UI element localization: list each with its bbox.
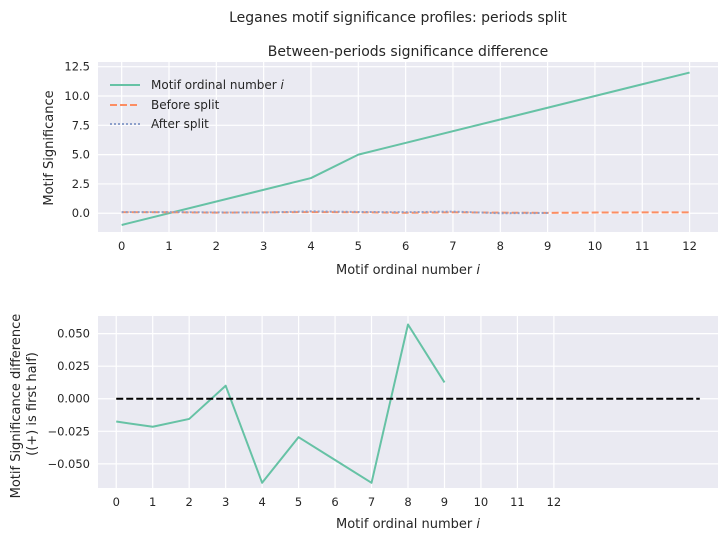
bottom-x-tick-10: 10 <box>474 495 489 509</box>
top-legend: Motif ordinal number i Before split Afte… <box>110 78 285 131</box>
legend-label-motif-ordinal: Motif ordinal number i <box>151 78 285 92</box>
top-x-tick-7: 7 <box>449 239 456 253</box>
legend-item-motif-ordinal: Motif ordinal number i <box>110 78 285 92</box>
top-series-line-0 <box>121 71 690 226</box>
top-y-tick-5: 12.5 <box>64 60 90 74</box>
top-y-tick-labels: 0.0 2.5 5.0 7.5 10.0 12.5 <box>64 60 90 221</box>
bottom-x-tick-8: 8 <box>404 495 411 509</box>
top-x-tick-1: 1 <box>165 239 172 253</box>
top-series <box>121 71 690 226</box>
top-y-axis-label: Motif Significance <box>42 90 57 205</box>
top-y-tick-3: 7.5 <box>72 118 90 132</box>
bottom-x-tick-3: 3 <box>222 495 229 509</box>
top-x-tick-3: 3 <box>260 239 267 253</box>
figure-suptitle: Leganes motif significance profiles: per… <box>229 10 567 26</box>
top-y-tick-2: 5.0 <box>72 148 90 162</box>
top-x-tick-6: 6 <box>402 239 409 253</box>
top-chart: 0 1 2 3 4 5 6 7 8 9 10 11 12 0.02.55.07.510.012.5 Be… <box>42 44 718 278</box>
bottom-series-line-0 <box>116 323 446 484</box>
top-x-tick-5: 5 <box>355 239 362 253</box>
bottom-y-tick-0: −0.050 <box>47 457 90 471</box>
bottom-y-tick-labels: −0.050 −0.025 0.000 0.025 0.050 <box>47 327 90 471</box>
bottom-x-axis-label: Motif ordinal number i <box>336 517 480 532</box>
top-x-tick-4: 4 <box>307 239 314 253</box>
top-x-tick-0: 0 <box>118 239 125 253</box>
bottom-series <box>116 323 700 484</box>
legend-label-before-split: Before split <box>151 98 220 112</box>
bottom-x-tick-labels: 0 1 2 3 4 5 6 7 8 9 10 11 12 <box>113 495 562 509</box>
legend-item-after-split: After split <box>110 117 209 131</box>
bottom-y-tick-4: 0.050 <box>57 327 90 341</box>
bottom-x-tick-0: 0 <box>113 495 120 509</box>
top-x-tick-2: 2 <box>213 239 220 253</box>
bottom-x-tick-1: 1 <box>149 495 156 509</box>
top-x-axis-label: Motif ordinal number i <box>336 263 480 278</box>
bottom-y-tick-2: 0.000 <box>57 392 90 406</box>
top-chart-title: Between-periods significance difference <box>268 44 549 60</box>
legend-label-after-split: After split <box>151 117 209 131</box>
bottom-x-tick-12: 12 <box>547 495 562 509</box>
bottom-y-axis-label-line2: ((+) is first half) <box>25 352 40 456</box>
bottom-x-tick-6: 6 <box>331 495 338 509</box>
bottom-x-tick-5: 5 <box>295 495 302 509</box>
top-y-tick-1: 2.5 <box>72 177 90 191</box>
top-x-tick-labels: 0 1 2 3 4 5 6 7 8 9 10 11 12 <box>118 239 697 253</box>
top-x-tick-12: 12 <box>682 239 697 253</box>
top-y-tick-4: 10.0 <box>64 89 90 103</box>
top-x-tick-10: 10 <box>588 239 603 253</box>
bottom-y-axis-label-line1: Motif Significance difference <box>9 314 24 499</box>
top-y-tick-0: 0.0 <box>72 206 90 220</box>
top-x-tick-11: 11 <box>635 239 650 253</box>
top-series-line-1 <box>121 211 690 214</box>
bottom-y-tick-3: 0.025 <box>57 359 90 373</box>
bottom-x-tick-9: 9 <box>441 495 448 509</box>
top-x-tick-9: 9 <box>544 239 551 253</box>
top-x-tick-8: 8 <box>497 239 504 253</box>
legend-item-before-split: Before split <box>110 98 220 112</box>
bottom-x-tick-4: 4 <box>258 495 265 509</box>
bottom-y-axis-label: Motif Significance difference ((+) is fi… <box>9 310 40 499</box>
top-series-line-2 <box>121 210 548 215</box>
bottom-x-tick-2: 2 <box>186 495 193 509</box>
bottom-y-tick-1: −0.025 <box>47 424 90 438</box>
bottom-x-tick-11: 11 <box>510 495 525 509</box>
bottom-x-tick-7: 7 <box>368 495 375 509</box>
bottom-chart: 0 1 2 3 4 5 6 7 8 9 10 11 12 −0.050−0.0250.0000.0250… <box>9 310 718 532</box>
